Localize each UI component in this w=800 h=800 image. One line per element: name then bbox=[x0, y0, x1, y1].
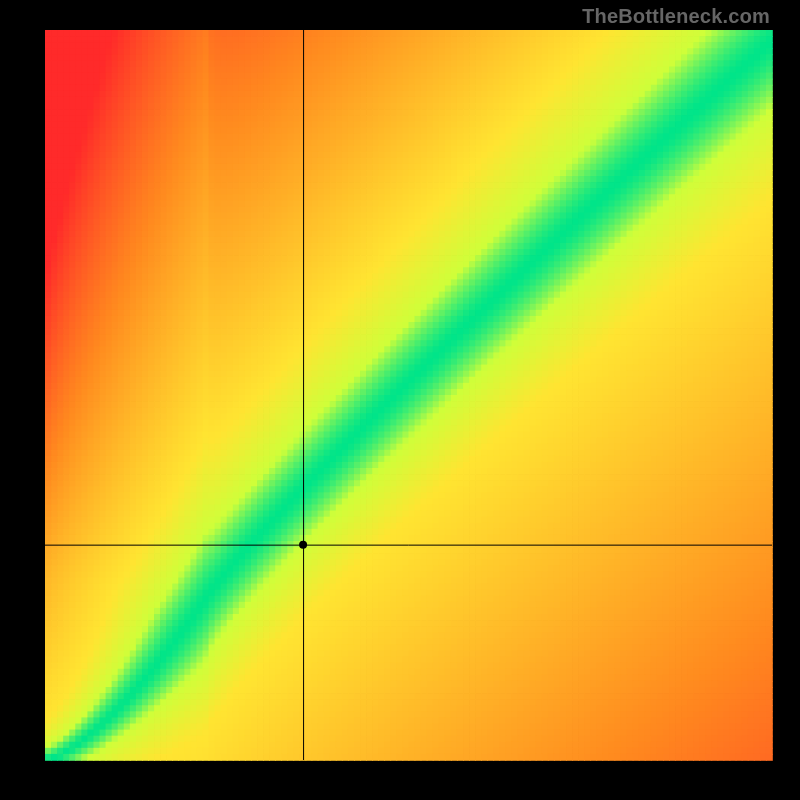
watermark-text: TheBottleneck.com bbox=[582, 6, 770, 29]
bottleneck-heatmap bbox=[0, 0, 800, 800]
chart-container: TheBottleneck.com bbox=[0, 0, 800, 800]
